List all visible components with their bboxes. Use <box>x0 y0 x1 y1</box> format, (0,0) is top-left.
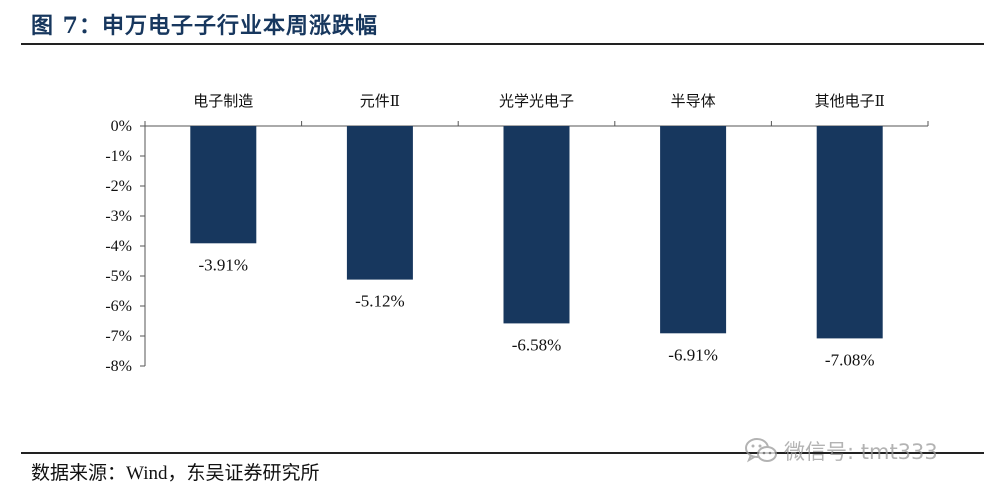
data-label: -3.91% <box>199 255 249 274</box>
y-tick-label: -6% <box>105 298 132 315</box>
top-rule <box>21 43 984 45</box>
watermark: 微信号: tmt333 <box>744 434 938 468</box>
category-label: 元件Ⅱ <box>360 92 400 110</box>
y-tick-label: -3% <box>105 208 132 225</box>
source-prefix: 数据来源： <box>31 462 127 484</box>
source-suffix: ，东吴证券研究所 <box>167 462 320 484</box>
chart-title: 图 7：申万电子子行业本周涨跌幅 <box>31 13 378 39</box>
y-tick-label: -7% <box>105 328 132 345</box>
wechat-icon <box>745 438 777 463</box>
category-labels: 电子制造 元件Ⅱ 光学光电子 半导体 其他电子Ⅱ <box>193 92 885 110</box>
y-tick-label: 0% <box>111 118 132 135</box>
category-label: 光学光电子 <box>499 92 574 110</box>
category-label: 电子制造 <box>193 92 253 110</box>
data-label: -7.08% <box>825 350 875 369</box>
value-labels: -3.91% -5.12% -6.58% -6.91% -7.08% <box>199 255 875 369</box>
y-axis: 0% -1% -2% -3% -4% -5% -6% -7% -8% <box>105 118 146 375</box>
category-label: 半导体 <box>671 92 716 110</box>
bar <box>660 126 727 334</box>
bar <box>346 126 413 280</box>
x-axis <box>144 121 929 127</box>
watermark-text: 微信号: tmt333 <box>784 440 938 464</box>
bars <box>190 126 883 339</box>
source-note: 数据来源：Wind，东吴证券研究所 <box>31 458 319 485</box>
y-tick-label: -5% <box>105 268 132 285</box>
data-label: -5.12% <box>355 292 405 311</box>
y-tick-label: -1% <box>105 148 132 165</box>
source-wind: Wind <box>126 463 168 484</box>
bar <box>190 126 257 244</box>
y-tick-label: -8% <box>105 358 132 375</box>
bar <box>816 126 883 339</box>
data-label: -6.91% <box>668 345 718 364</box>
data-label: -6.58% <box>512 335 562 354</box>
y-tick-label: -4% <box>105 238 132 255</box>
category-label: 其他电子Ⅱ <box>815 92 885 110</box>
y-tick-label: -2% <box>105 178 132 195</box>
bottom-rule <box>21 452 984 454</box>
bar <box>503 126 570 324</box>
